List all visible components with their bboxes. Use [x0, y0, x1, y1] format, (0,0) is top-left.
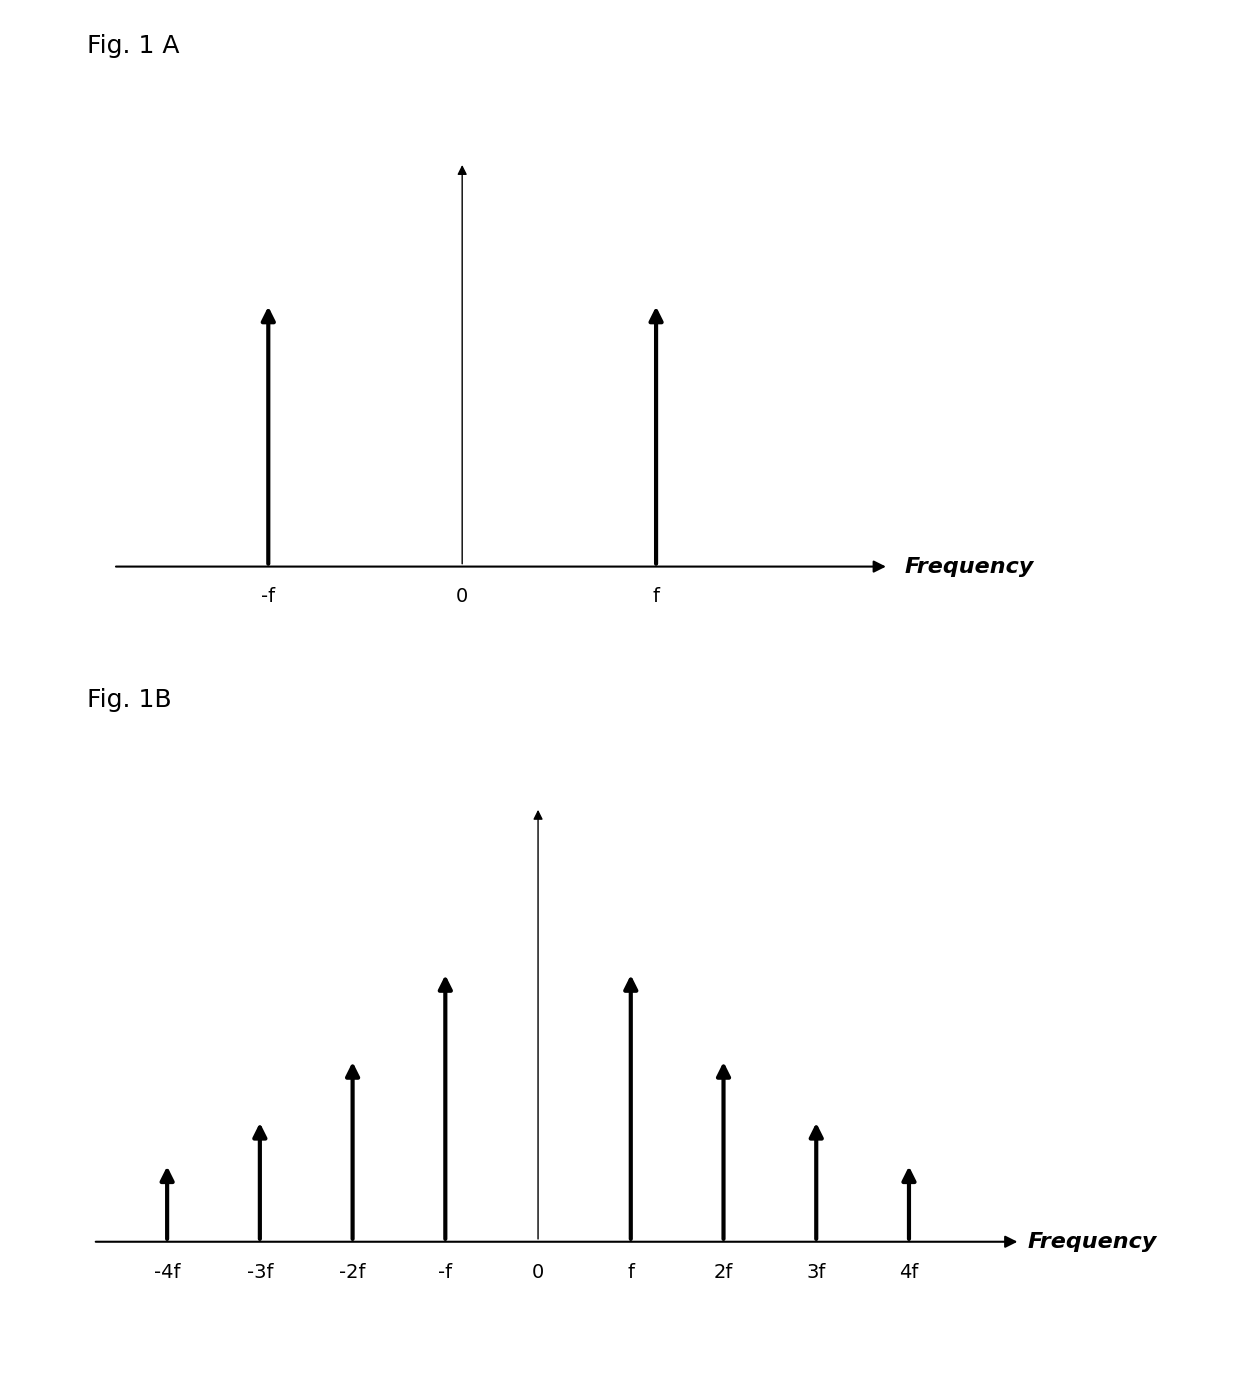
Text: Frequency: Frequency	[1028, 1232, 1157, 1251]
Text: 4f: 4f	[899, 1264, 919, 1283]
Text: 2f: 2f	[714, 1264, 733, 1283]
Text: f: f	[627, 1264, 635, 1283]
Text: Fig. 1 A: Fig. 1 A	[87, 34, 180, 58]
Text: Frequency: Frequency	[904, 557, 1034, 576]
Text: 3f: 3f	[806, 1264, 826, 1283]
Text: 0: 0	[456, 587, 469, 606]
Text: -f: -f	[262, 587, 275, 606]
Text: Fig. 1B: Fig. 1B	[87, 688, 171, 711]
Text: -f: -f	[438, 1264, 453, 1283]
Text: -2f: -2f	[340, 1264, 366, 1283]
Text: -3f: -3f	[247, 1264, 273, 1283]
Text: f: f	[652, 587, 660, 606]
Text: 0: 0	[532, 1264, 544, 1283]
Text: -4f: -4f	[154, 1264, 180, 1283]
